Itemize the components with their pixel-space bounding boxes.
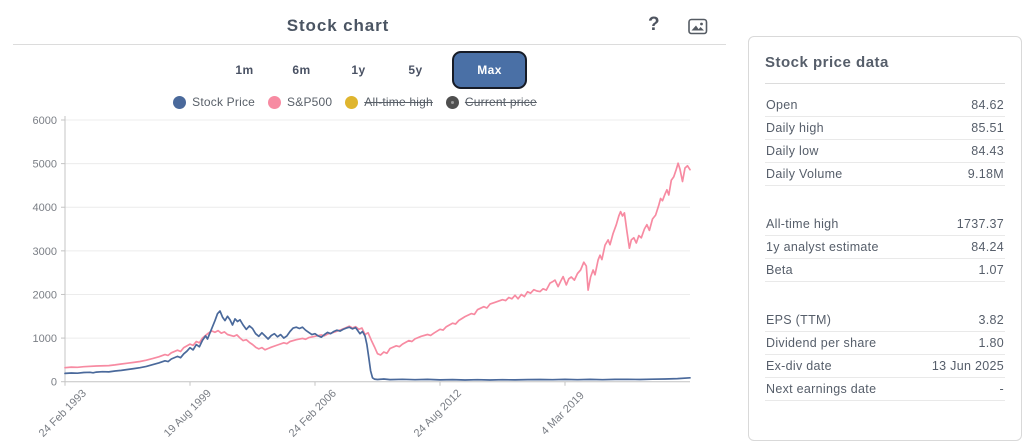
stat-value: 85.51 xyxy=(971,121,1004,135)
stats-panel-title: Stock price data xyxy=(765,54,1005,84)
time-range-1m[interactable]: 1m xyxy=(216,63,273,77)
stat-label: Open xyxy=(766,98,798,112)
legend-marker-icon xyxy=(173,95,187,109)
y-tick-label: 1000 xyxy=(33,333,57,345)
time-range-group: 1m 6m 1y 5y Max xyxy=(216,50,527,90)
time-range-6m[interactable]: 6m xyxy=(273,63,330,77)
y-tick-label: 3000 xyxy=(33,246,57,258)
legend-marker-icon xyxy=(345,95,359,109)
stat-label: Next earnings date xyxy=(766,382,877,396)
stat-row: EPS (TTM) 3.82 xyxy=(765,309,1005,332)
x-tick-label: 19 Aug 1999 xyxy=(162,387,214,439)
legend-label: Current price xyxy=(464,95,537,109)
legend-item-s-p500[interactable]: S&P500 xyxy=(268,95,332,109)
time-range-5y[interactable]: 5y xyxy=(387,63,444,77)
stats-panel: Stock price data Open 84.62 Daily high 85.5… xyxy=(748,36,1022,441)
stat-label: EPS (TTM) xyxy=(766,313,832,327)
y-tick-label: 0 xyxy=(51,377,57,389)
stock-chart[interactable]: 0 1000 2000 3000 4000 5000 6000 24 Feb 1993 19 A… xyxy=(0,114,710,448)
stat-label: Ex-div date xyxy=(766,359,832,373)
header-divider xyxy=(13,44,726,45)
legend-label: Stock Price xyxy=(192,95,256,109)
legend-item-all-time-high[interactable]: All-time high xyxy=(345,95,433,109)
image-export-icon[interactable] xyxy=(688,18,708,38)
stat-value: 1737.37 xyxy=(956,217,1004,231)
stat-value: 84.24 xyxy=(971,240,1004,254)
legend-label: S&P500 xyxy=(287,95,333,109)
chart-panel: Stock chart ? 1m 6m 1y 5y Max Stock Price S&P… xyxy=(0,14,726,448)
stat-row: Beta 1.07 xyxy=(765,259,1005,282)
stat-label: Dividend per share xyxy=(766,336,877,350)
y-tick-label: 4000 xyxy=(33,202,57,214)
stat-label: Daily Volume xyxy=(766,167,843,181)
s-p500-line xyxy=(64,162,691,369)
stat-row: Dividend per share 1.80 xyxy=(765,332,1005,355)
help-icon[interactable]: ? xyxy=(648,14,660,35)
stat-row: Open 84.62 xyxy=(765,94,1005,117)
stat-value: - xyxy=(999,382,1004,396)
stat-row: Daily Volume 9.18M xyxy=(765,163,1005,186)
stat-value: 3.82 xyxy=(978,313,1004,327)
stock-price-line xyxy=(64,310,691,381)
stat-value: 13 Jun 2025 xyxy=(931,359,1004,373)
stat-value: 84.62 xyxy=(971,98,1004,112)
legend-marker-icon xyxy=(268,95,282,109)
x-tick-label: 4 Mar 2019 xyxy=(539,390,587,438)
y-tick-label: 2000 xyxy=(33,289,57,301)
y-tick-label: 5000 xyxy=(33,159,57,171)
x-tick-label: 24 Feb 1993 xyxy=(37,387,89,439)
stat-label: 1y analyst estimate xyxy=(766,240,879,254)
chart-legend: Stock Price S&P500 All-time high Current pr… xyxy=(0,93,710,111)
page-title: Stock chart xyxy=(286,16,390,35)
stats-groups: Open 84.62 Daily high 85.51 Daily low 84.43 Da… xyxy=(765,94,1005,401)
stat-row: Daily high 85.51 xyxy=(765,117,1005,140)
stat-row: All-time high 1737.37 xyxy=(765,213,1005,236)
stat-row: Ex-div date 13 Jun 2025 xyxy=(765,355,1005,378)
stat-row: Next earnings date - xyxy=(765,378,1005,401)
x-tick-label: 24 Aug 2012 xyxy=(412,387,464,439)
stat-group: EPS (TTM) 3.82 Dividend per share 1.80 Ex-di… xyxy=(765,309,1005,401)
stat-value: 9.18M xyxy=(967,167,1004,181)
picture-icon xyxy=(688,18,708,35)
time-range-1y[interactable]: 1y xyxy=(330,63,387,77)
stat-row: 1y analyst estimate 84.24 xyxy=(765,236,1005,259)
time-range-max[interactable]: Max xyxy=(452,51,527,89)
stat-group: All-time high 1737.37 1y analyst estimate 8… xyxy=(765,213,1005,282)
stat-label: Daily high xyxy=(766,121,824,135)
stat-value: 1.07 xyxy=(978,263,1004,277)
stat-group: Open 84.62 Daily high 85.51 Daily low 84.43 Da… xyxy=(765,94,1005,186)
y-tick-label: 6000 xyxy=(33,115,57,127)
stat-value: 1.80 xyxy=(978,336,1004,350)
legend-label: All-time high xyxy=(364,95,433,109)
stat-label: Beta xyxy=(766,263,793,277)
legend-marker-icon xyxy=(445,95,459,109)
stat-label: All-time high xyxy=(766,217,839,231)
stat-label: Daily low xyxy=(766,144,819,158)
stat-row: Daily low 84.43 xyxy=(765,140,1005,163)
stat-value: 84.43 xyxy=(971,144,1004,158)
x-tick-label: 24 Feb 2006 xyxy=(287,387,339,439)
legend-item-stock-price[interactable]: Stock Price xyxy=(173,95,255,109)
legend-item-current-price[interactable]: Current price xyxy=(445,95,537,109)
